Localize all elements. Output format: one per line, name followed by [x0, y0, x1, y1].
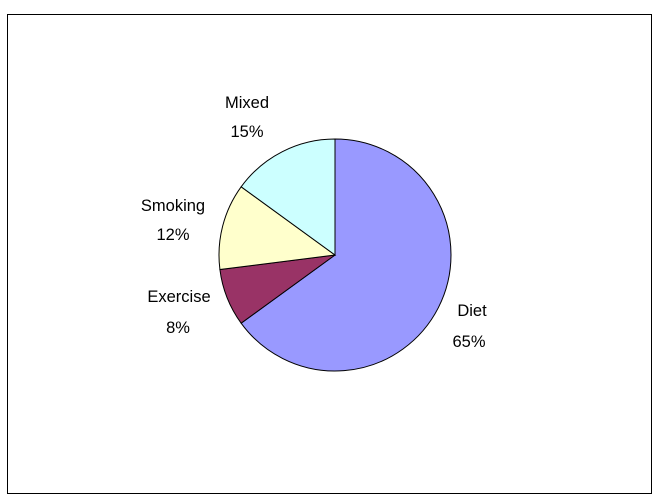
slice-mixed — [240, 138, 336, 256]
pie-chart: Diet 65% Exercise 8% Smoking 12% Mixed 1… — [141, 94, 487, 372]
label-diet-percent: 65% — [452, 333, 485, 351]
label-mixed-percent: 15% — [230, 123, 263, 141]
pie-labels: Diet 65% Exercise 8% Smoking 12% Mixed 1… — [141, 94, 487, 351]
label-smoking-name: Smoking — [141, 197, 205, 215]
label-exercise-name: Exercise — [147, 288, 210, 306]
label-exercise-percent: 8% — [166, 319, 190, 337]
slice-diet — [240, 138, 452, 372]
pie-slices — [218, 138, 452, 372]
slice-smoking — [218, 186, 337, 271]
label-smoking-percent: 12% — [156, 226, 189, 244]
label-mixed-name: Mixed — [225, 94, 269, 112]
label-diet-name: Diet — [457, 302, 487, 320]
